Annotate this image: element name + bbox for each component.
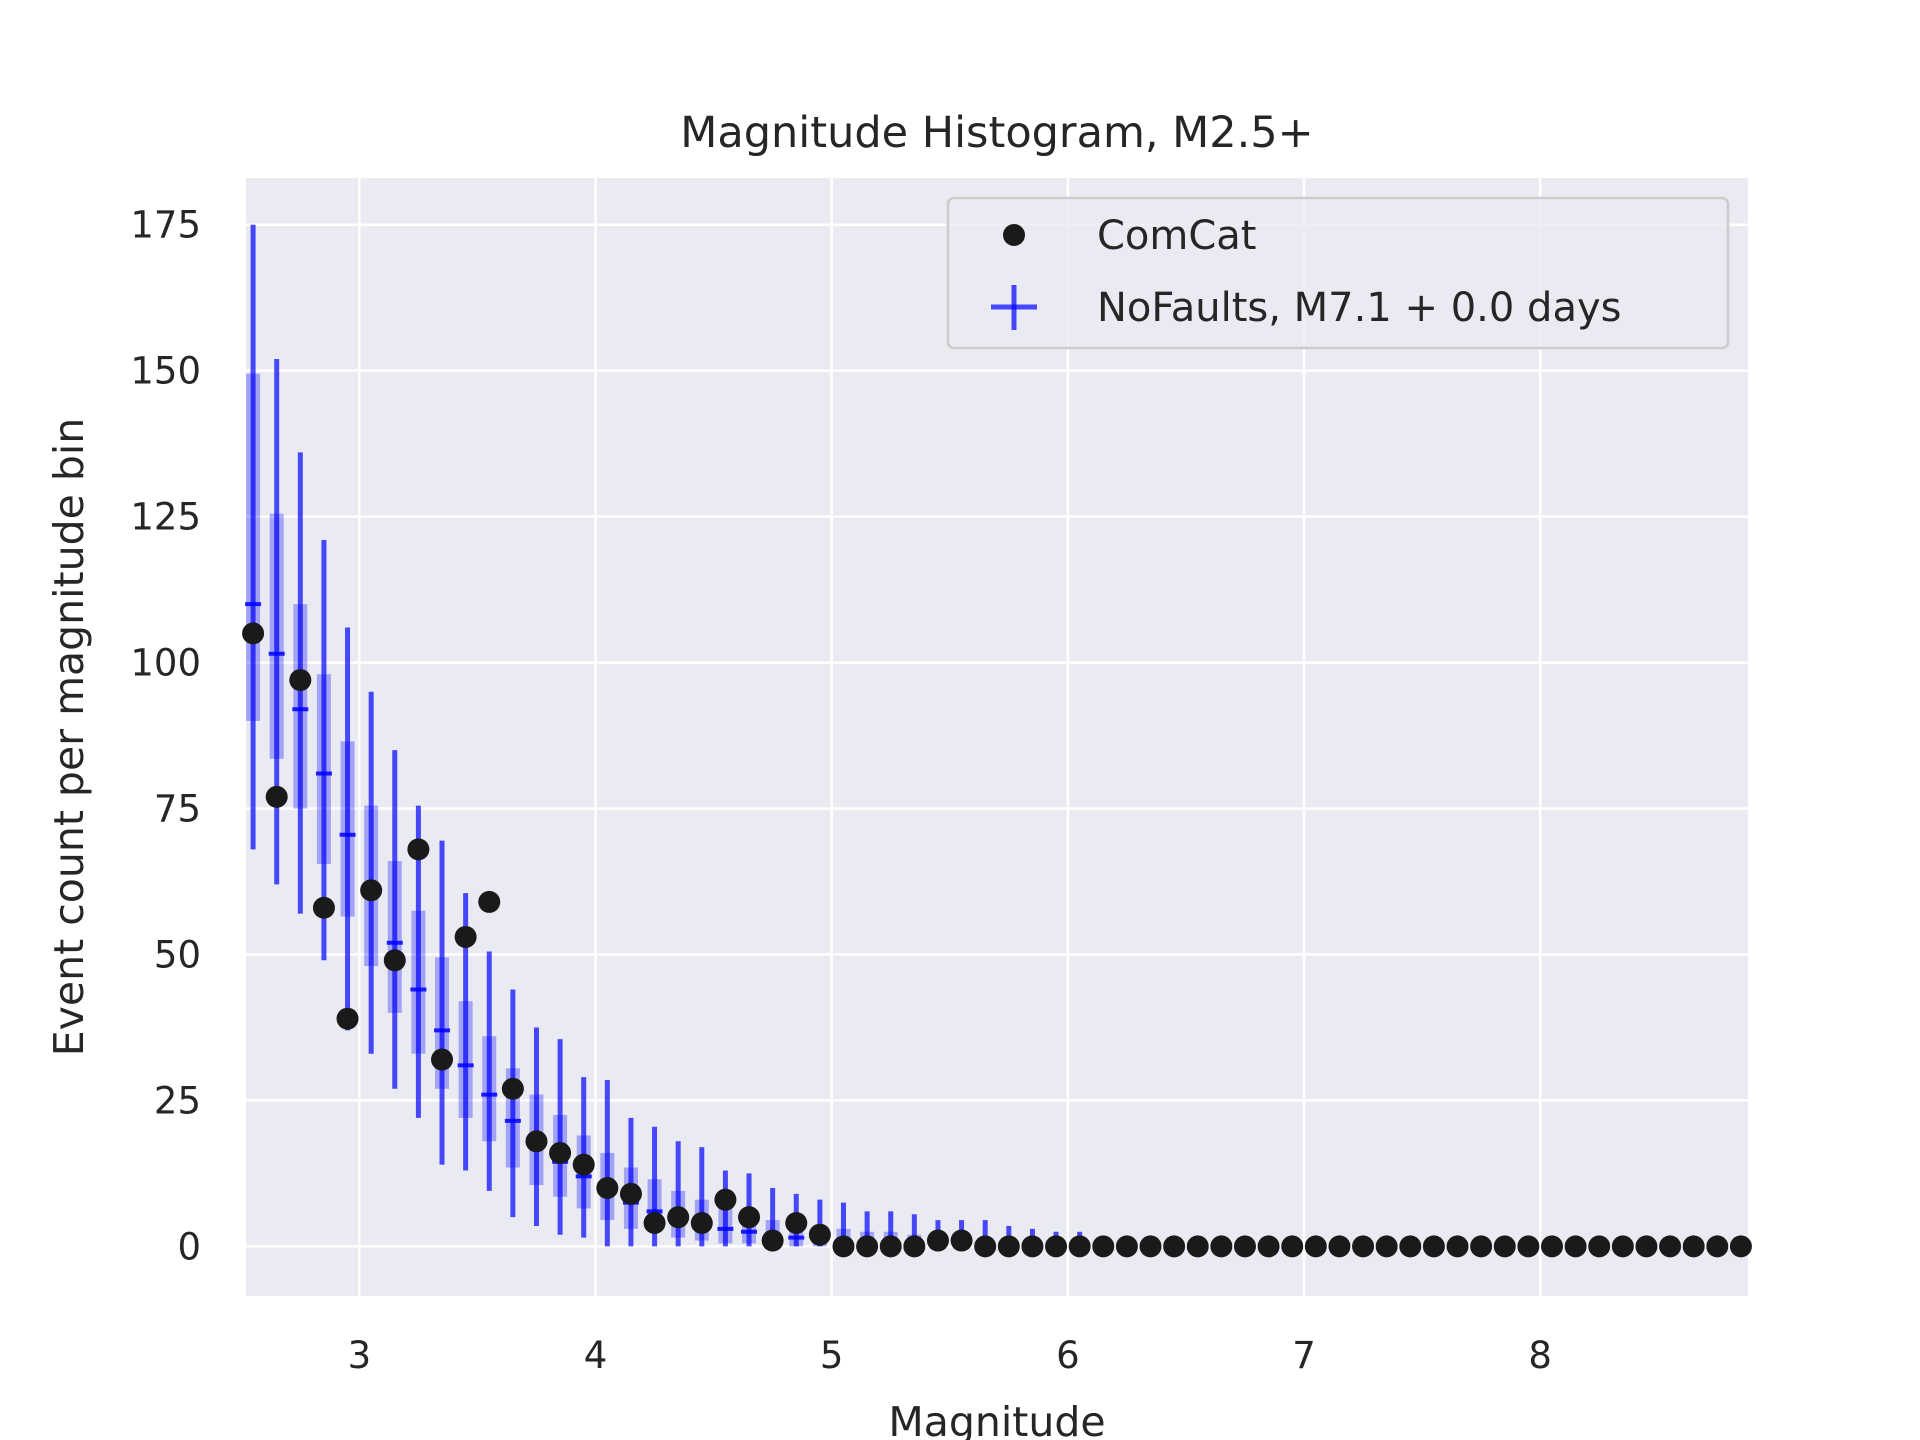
- comcat-point: [998, 1235, 1020, 1257]
- comcat-point: [1659, 1235, 1681, 1257]
- comcat-point: [502, 1078, 524, 1100]
- y-tick-labels: 0 25 50 75 100 125 150 175: [130, 204, 201, 1269]
- forecast-quantile-box: [341, 741, 355, 916]
- comcat-point: [1328, 1235, 1350, 1257]
- comcat-point: [1470, 1235, 1492, 1257]
- forecast-quantile-box: [293, 604, 307, 808]
- legend: ComCat NoFaults, M7.1 + 0.0 days: [948, 198, 1728, 348]
- x-tick-label: 5: [820, 1334, 844, 1377]
- x-tick-label: 6: [1056, 1334, 1080, 1377]
- comcat-point: [455, 926, 477, 948]
- comcat-point: [1423, 1235, 1445, 1257]
- comcat-point: [1565, 1235, 1587, 1257]
- x-tick-label: 4: [584, 1334, 608, 1377]
- comcat-point: [549, 1142, 571, 1164]
- comcat-point: [1494, 1235, 1516, 1257]
- forecast-quantile-box: [317, 674, 331, 864]
- y-tick-label: 0: [177, 1225, 201, 1268]
- legend-label-comcat: ComCat: [1097, 213, 1257, 259]
- y-tick-label: 100: [130, 642, 201, 685]
- legend-marker-comcat: [1003, 224, 1025, 246]
- forecast-quantile-box: [246, 374, 260, 721]
- forecast-quantile-box: [270, 514, 284, 759]
- comcat-point: [856, 1235, 878, 1257]
- x-tick-labels: 3 4 5 6 7 8: [348, 1334, 1552, 1377]
- comcat-point: [525, 1130, 547, 1152]
- x-tick-label: 3: [348, 1334, 372, 1377]
- legend-label-forecast: NoFaults, M7.1 + 0.0 days: [1097, 285, 1621, 331]
- comcat-point: [1517, 1235, 1539, 1257]
- comcat-point: [1541, 1235, 1563, 1257]
- comcat-point: [691, 1212, 713, 1234]
- comcat-point: [1092, 1235, 1114, 1257]
- comcat-point: [1045, 1235, 1067, 1257]
- comcat-point: [384, 949, 406, 971]
- y-axis-label: Event count per magnitude bin: [45, 418, 93, 1057]
- comcat-point: [313, 897, 335, 919]
- comcat-point: [927, 1230, 949, 1252]
- comcat-point: [880, 1235, 902, 1257]
- comcat-point: [407, 838, 429, 860]
- comcat-point: [360, 879, 382, 901]
- comcat-point: [903, 1235, 925, 1257]
- comcat-point: [974, 1235, 996, 1257]
- forecast-quantile-box: [388, 861, 402, 1013]
- comcat-point: [266, 786, 288, 808]
- comcat-point: [1069, 1235, 1091, 1257]
- comcat-point: [1399, 1235, 1421, 1257]
- comcat-point: [478, 891, 500, 913]
- x-axis-label: Magnitude: [888, 1398, 1105, 1440]
- comcat-point: [431, 1049, 453, 1071]
- comcat-point: [809, 1224, 831, 1246]
- comcat-point: [337, 1008, 359, 1030]
- comcat-point: [1376, 1235, 1398, 1257]
- comcat-point: [1612, 1235, 1634, 1257]
- comcat-point: [1730, 1235, 1752, 1257]
- x-tick-label: 7: [1292, 1334, 1316, 1377]
- forecast-quantile-box: [718, 1208, 732, 1243]
- x-tick-label: 8: [1528, 1334, 1552, 1377]
- comcat-point: [667, 1206, 689, 1228]
- comcat-point: [1635, 1235, 1657, 1257]
- y-tick-label: 25: [154, 1079, 201, 1122]
- comcat-point: [1021, 1235, 1043, 1257]
- comcat-point: [1683, 1235, 1705, 1257]
- comcat-point: [1258, 1235, 1280, 1257]
- comcat-point: [1140, 1235, 1162, 1257]
- comcat-point: [1305, 1235, 1327, 1257]
- comcat-point: [951, 1230, 973, 1252]
- y-tick-label: 150: [130, 350, 201, 393]
- comcat-point: [714, 1189, 736, 1211]
- comcat-point: [596, 1177, 618, 1199]
- y-tick-label: 125: [130, 496, 201, 539]
- comcat-point: [620, 1183, 642, 1205]
- comcat-point: [644, 1212, 666, 1234]
- comcat-point: [1163, 1235, 1185, 1257]
- comcat-point: [1210, 1235, 1232, 1257]
- forecast-quantile-box: [482, 1036, 496, 1141]
- comcat-point: [1447, 1235, 1469, 1257]
- comcat-point: [1234, 1235, 1256, 1257]
- forecast-quantile-box: [411, 911, 425, 1054]
- comcat-point: [762, 1230, 784, 1252]
- forecast-quantile-box: [459, 1001, 473, 1118]
- comcat-point: [738, 1206, 760, 1228]
- comcat-point: [242, 622, 264, 644]
- chart-title: Magnitude Histogram, M2.5+: [680, 108, 1313, 158]
- comcat-point: [832, 1235, 854, 1257]
- comcat-point: [785, 1212, 807, 1234]
- comcat-point: [1116, 1235, 1138, 1257]
- comcat-point: [289, 669, 311, 691]
- y-tick-label: 175: [130, 204, 201, 247]
- y-tick-label: 75: [154, 788, 201, 831]
- y-tick-label: 50: [154, 933, 201, 976]
- comcat-point: [1281, 1235, 1303, 1257]
- comcat-point: [1352, 1235, 1374, 1257]
- comcat-point: [1588, 1235, 1610, 1257]
- comcat-point: [573, 1154, 595, 1176]
- comcat-point: [1187, 1235, 1209, 1257]
- comcat-point: [1706, 1235, 1728, 1257]
